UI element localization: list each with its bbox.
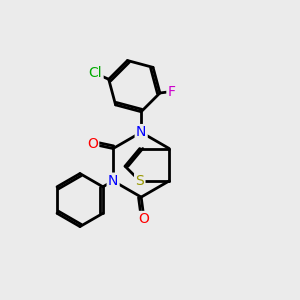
Text: N: N <box>108 174 118 188</box>
Text: O: O <box>139 212 149 226</box>
Text: S: S <box>135 174 144 188</box>
Text: F: F <box>168 85 176 98</box>
Text: N: N <box>136 125 146 139</box>
Text: Cl: Cl <box>88 66 102 80</box>
Text: O: O <box>87 137 98 151</box>
